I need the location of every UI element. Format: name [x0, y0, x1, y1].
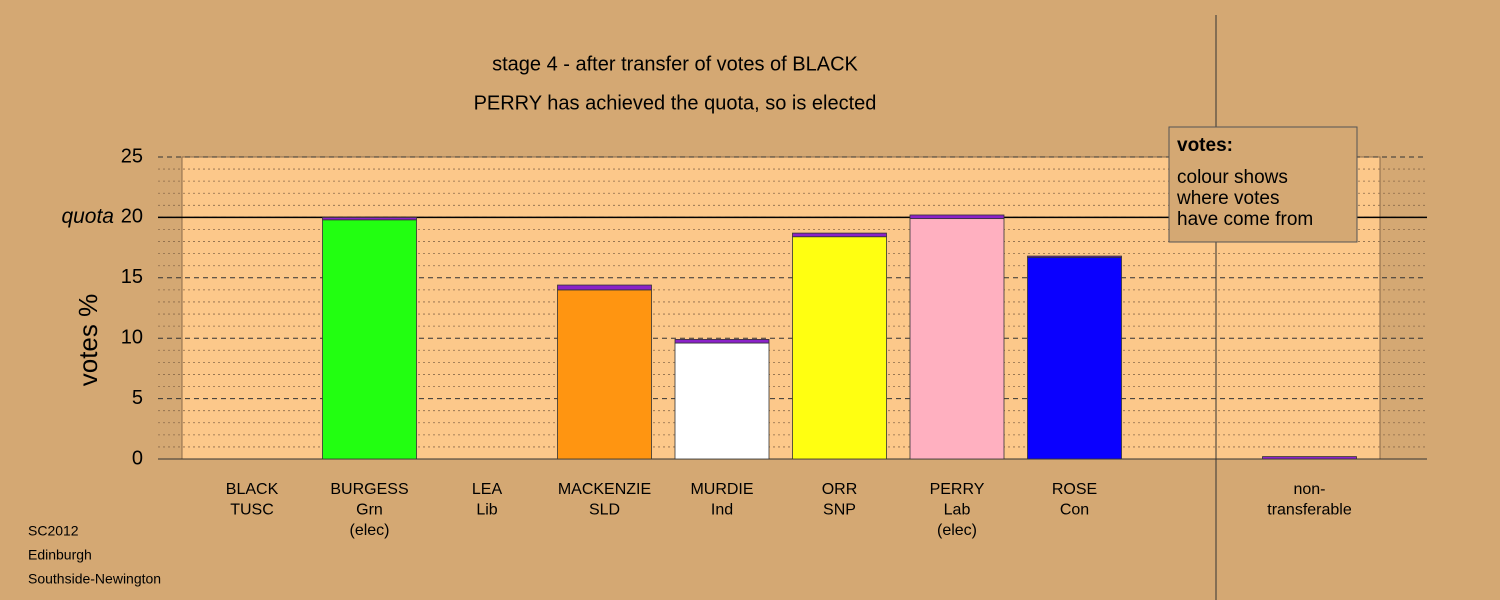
bar-segment — [322, 219, 417, 460]
x-tick-label: Grn — [356, 502, 383, 519]
footer: Southside-Newington — [28, 571, 161, 587]
bar-segment — [1027, 255, 1122, 258]
bar-segment — [674, 342, 770, 460]
y-axis-label: votes % — [73, 294, 103, 387]
bar-segment — [1027, 256, 1122, 460]
x-tick-label: SLD — [589, 502, 620, 519]
x-tick-label: TUSC — [230, 502, 274, 519]
x-tick-label: BLACK — [226, 481, 279, 498]
bar-segment — [1262, 456, 1357, 460]
legend-frame — [1168, 126, 1358, 243]
y-tick-label: 15 — [121, 266, 143, 288]
y-tick-label: 20 — [121, 206, 143, 228]
chart-title: stage 4 - after transfer of votes of BLA… — [492, 53, 858, 75]
bar-segment — [557, 289, 652, 460]
y-tick-label: 5 — [132, 387, 143, 409]
x-tick-label: MURDIE — [690, 481, 753, 498]
bar-segment — [909, 214, 1005, 220]
x-tick-label: MACKENZIE — [558, 481, 651, 498]
x-tick-label: BURGESS — [330, 481, 408, 498]
legend-text: colour shows — [1177, 167, 1288, 188]
x-tick-label: PERRY — [930, 481, 985, 498]
x-tick-label: ORR — [822, 481, 858, 498]
y-tick-label: 0 — [132, 447, 143, 469]
y-tick-label: 25 — [121, 145, 143, 167]
bar-segment — [322, 216, 417, 221]
bar-segment — [674, 339, 770, 344]
x-tick-label: (elec) — [937, 522, 977, 539]
legend-box: votes: colour shows where votes have com… — [1168, 126, 1358, 243]
x-tick-label: Ind — [711, 502, 733, 519]
bar-segment — [909, 218, 1005, 460]
bar-segment — [792, 232, 887, 238]
legend-text: where votes — [1176, 188, 1279, 209]
x-tick-label: Lab — [944, 502, 971, 519]
x-tick-label: (elec) — [349, 522, 389, 539]
chart-subtitle: PERRY has achieved the quota, so is elec… — [474, 92, 877, 114]
x-tick-label: SNP — [823, 502, 856, 519]
bar-segment — [557, 284, 652, 291]
quota-label: quota — [61, 205, 114, 228]
bar-segment — [792, 236, 887, 460]
x-tick-label: Con — [1060, 502, 1089, 519]
x-tick-label: transferable — [1267, 502, 1352, 519]
x-tick-label: ROSE — [1052, 481, 1097, 498]
footer: Edinburgh — [28, 547, 92, 563]
legend-title: votes: — [1177, 135, 1233, 156]
x-tick-label: LEA — [472, 481, 503, 498]
y-tick-label: 10 — [121, 326, 143, 348]
x-tick-label: non- — [1293, 481, 1325, 498]
footer: SC2012 — [28, 523, 79, 539]
legend-text: have come from — [1177, 209, 1313, 230]
x-tick-label: Lib — [476, 502, 497, 519]
